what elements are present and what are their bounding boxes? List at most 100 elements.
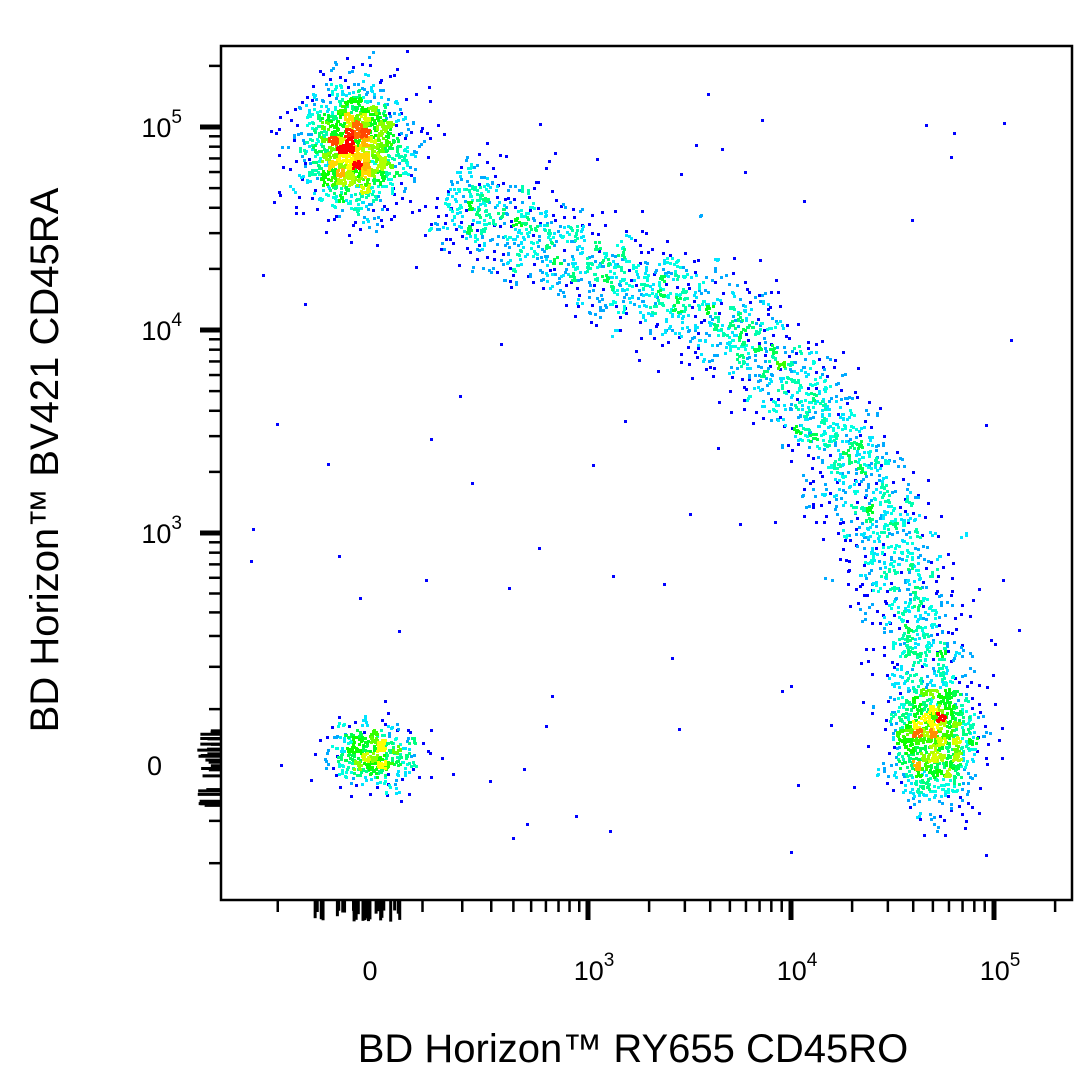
data-point — [376, 152, 379, 155]
data-point — [338, 765, 341, 768]
data-point — [944, 834, 947, 837]
data-point — [849, 409, 852, 412]
data-point — [946, 725, 949, 728]
data-point — [848, 459, 851, 462]
data-point — [797, 443, 800, 446]
data-point — [578, 294, 581, 297]
data-point — [893, 746, 896, 749]
data-point — [908, 531, 911, 534]
data-point — [921, 757, 924, 760]
data-point — [564, 206, 567, 209]
data-point — [468, 208, 471, 211]
data-point — [684, 297, 687, 300]
data-point — [685, 269, 688, 272]
data-point — [597, 233, 600, 236]
data-point — [899, 643, 902, 646]
data-point — [563, 226, 566, 229]
data-point — [911, 668, 914, 671]
data-point — [938, 693, 941, 696]
data-point — [945, 672, 948, 675]
data-point — [731, 331, 734, 334]
data-point — [546, 280, 549, 283]
data-point — [386, 754, 389, 757]
data-point — [961, 813, 964, 816]
data-point — [836, 423, 839, 426]
data-point — [882, 494, 885, 497]
data-point — [312, 161, 315, 164]
data-point — [934, 613, 937, 616]
data-point — [394, 165, 397, 168]
data-point — [946, 757, 949, 760]
data-point — [890, 607, 893, 610]
data-point — [913, 714, 916, 717]
data-point — [403, 156, 406, 159]
data-point — [881, 551, 884, 554]
data-point — [907, 687, 910, 690]
data-point — [635, 284, 638, 287]
data-point — [905, 738, 908, 741]
data-point — [820, 421, 823, 424]
data-point — [986, 763, 989, 766]
data-point — [466, 231, 469, 234]
data-point — [406, 150, 409, 153]
data-point — [893, 551, 896, 554]
data-point — [913, 700, 916, 703]
data-point — [476, 238, 479, 241]
data-point — [808, 446, 811, 449]
data-point — [896, 451, 899, 454]
data-point — [528, 196, 531, 199]
data-point — [890, 562, 893, 565]
data-point — [379, 81, 382, 84]
data-point — [649, 285, 652, 288]
data-point — [789, 364, 792, 367]
data-point — [934, 794, 937, 797]
data-point — [411, 737, 414, 740]
data-point — [496, 196, 499, 199]
data-point — [599, 306, 602, 309]
data-point — [973, 670, 976, 673]
data-point — [430, 438, 433, 441]
data-point — [561, 236, 564, 239]
data-point — [906, 513, 909, 516]
data-point — [468, 171, 471, 174]
data-point — [403, 159, 406, 162]
data-point — [451, 183, 454, 186]
data-point — [911, 567, 914, 570]
data-point — [888, 569, 891, 572]
data-point — [316, 153, 319, 156]
data-point — [594, 260, 597, 263]
data-point — [875, 449, 878, 452]
data-point — [922, 599, 925, 602]
data-point — [449, 208, 452, 211]
data-point — [952, 759, 955, 762]
data-point — [305, 104, 308, 107]
data-point — [925, 686, 928, 689]
data-point — [925, 124, 928, 127]
data-point — [347, 742, 350, 745]
data-point — [822, 398, 825, 401]
data-point — [868, 464, 871, 467]
data-point — [887, 528, 890, 531]
data-point — [835, 505, 838, 508]
data-point — [808, 401, 811, 404]
data-point — [812, 488, 815, 491]
data-point — [937, 740, 940, 743]
data-point — [868, 455, 871, 458]
data-point — [413, 180, 416, 183]
data-point — [789, 368, 792, 371]
data-point — [732, 371, 735, 374]
data-point — [400, 756, 403, 759]
data-point — [532, 234, 535, 237]
data-point — [429, 100, 432, 103]
data-point — [917, 562, 920, 565]
data-point — [537, 245, 540, 248]
data-point — [967, 728, 970, 731]
data-point — [785, 335, 788, 338]
data-point — [821, 461, 824, 464]
data-point — [308, 112, 311, 115]
data-point — [553, 258, 556, 261]
data-point — [374, 146, 377, 149]
data-point — [705, 303, 708, 306]
data-point — [834, 441, 837, 444]
data-point — [922, 694, 925, 697]
